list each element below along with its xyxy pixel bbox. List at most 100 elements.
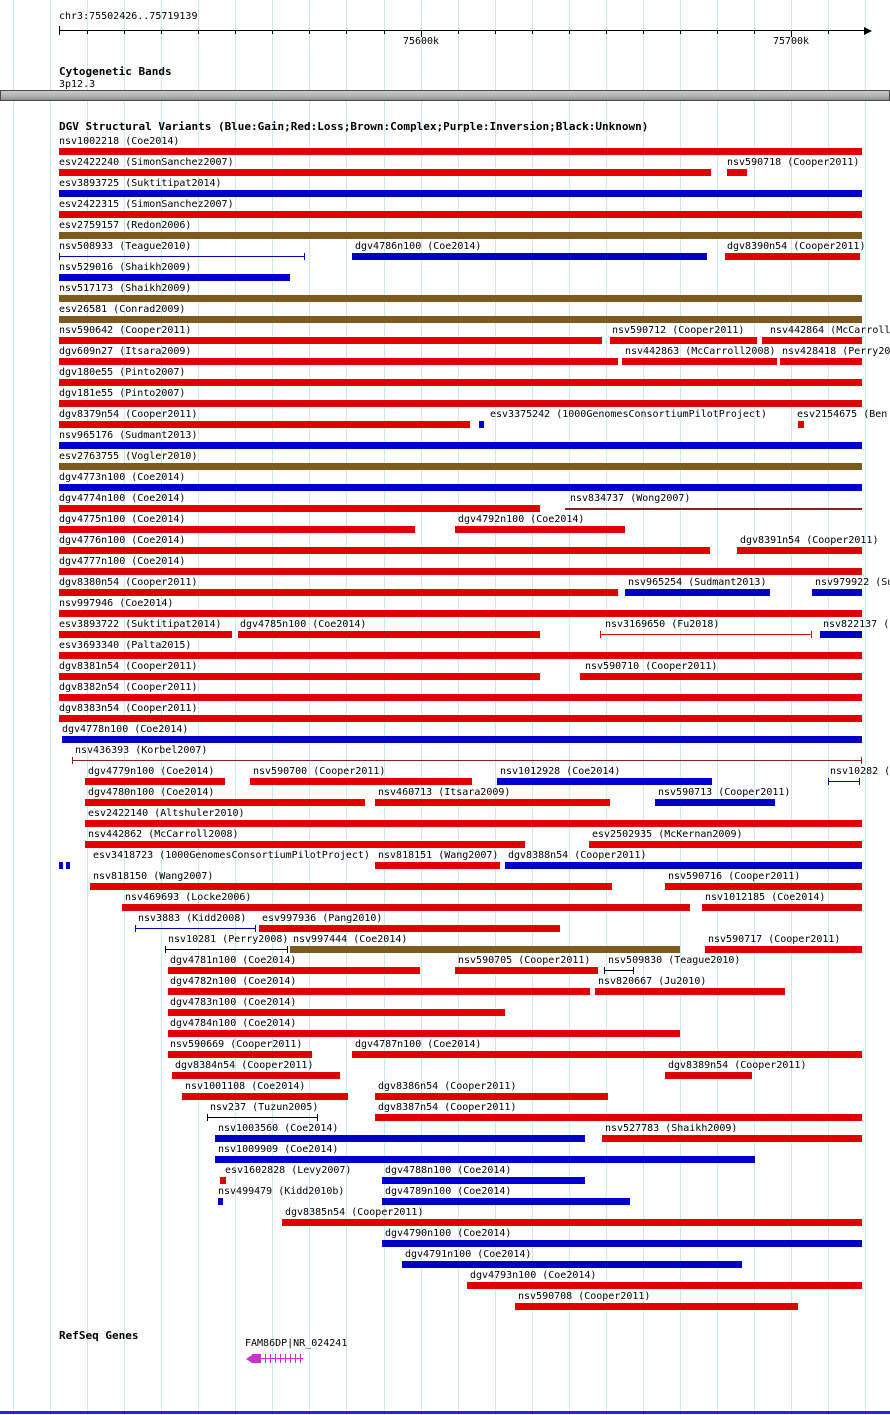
variant-bar[interactable] bbox=[580, 673, 862, 680]
variant-bar[interactable] bbox=[215, 1135, 585, 1142]
variant-bar[interactable] bbox=[59, 526, 415, 533]
variant-bar[interactable] bbox=[59, 547, 710, 554]
variant-bar[interactable] bbox=[168, 988, 590, 995]
variant-bar[interactable] bbox=[59, 505, 540, 512]
variant-bar[interactable] bbox=[702, 904, 862, 911]
variant-bar[interactable] bbox=[762, 337, 862, 344]
variant-bar[interactable] bbox=[220, 1177, 226, 1184]
variant-bar[interactable] bbox=[352, 253, 707, 260]
variant-bar[interactable] bbox=[515, 1303, 798, 1310]
variant-bar[interactable] bbox=[59, 715, 862, 722]
variant-bar[interactable] bbox=[250, 778, 472, 785]
variant-line[interactable] bbox=[565, 508, 862, 510]
variant-bar[interactable] bbox=[402, 1261, 742, 1268]
variant-bar[interactable] bbox=[59, 169, 711, 176]
variant-span[interactable] bbox=[59, 253, 305, 260]
variant-bar[interactable] bbox=[238, 631, 540, 638]
variant-label: dgv4788n100 (Coe2014) bbox=[385, 1165, 512, 1176]
variant-bar[interactable] bbox=[455, 526, 625, 533]
variant-bar[interactable] bbox=[655, 799, 775, 806]
variant-bar[interactable] bbox=[172, 1072, 340, 1079]
variant-bar[interactable] bbox=[780, 358, 862, 365]
variant-bar[interactable] bbox=[59, 673, 540, 680]
variant-bar[interactable] bbox=[59, 484, 862, 491]
variant-bar[interactable] bbox=[168, 1030, 680, 1037]
variant-bar[interactable] bbox=[290, 946, 680, 953]
variant-bar[interactable] bbox=[382, 1240, 862, 1247]
variant-bar[interactable] bbox=[737, 547, 862, 554]
variant-bar[interactable] bbox=[375, 1093, 608, 1100]
ruler-arrowhead-icon bbox=[864, 27, 872, 35]
variant-bar[interactable] bbox=[375, 1114, 862, 1121]
variant-bar[interactable] bbox=[59, 442, 862, 449]
variant-bar[interactable] bbox=[85, 799, 365, 806]
variant-span[interactable] bbox=[600, 631, 812, 638]
variant-bar[interactable] bbox=[622, 358, 777, 365]
variant-bar[interactable] bbox=[595, 988, 785, 995]
variant-bar[interactable] bbox=[59, 652, 862, 659]
variant-bar[interactable] bbox=[282, 1219, 862, 1226]
variant-span[interactable] bbox=[207, 1114, 318, 1121]
variant-bar[interactable] bbox=[59, 589, 618, 596]
variant-bar[interactable] bbox=[59, 190, 862, 197]
variant-bar[interactable] bbox=[375, 799, 610, 806]
variant-span[interactable] bbox=[135, 925, 256, 932]
variant-bar[interactable] bbox=[215, 1156, 755, 1163]
variant-bar[interactable] bbox=[589, 841, 862, 848]
variant-bar[interactable] bbox=[59, 232, 862, 239]
variant-bar[interactable] bbox=[479, 421, 484, 428]
variant-bar[interactable] bbox=[59, 358, 618, 365]
variant-bar[interactable] bbox=[665, 1072, 752, 1079]
variant-bar[interactable] bbox=[497, 778, 712, 785]
variant-span[interactable] bbox=[165, 946, 288, 953]
variant-bar[interactable] bbox=[59, 400, 862, 407]
variant-bar[interactable] bbox=[812, 589, 862, 596]
variant-span[interactable] bbox=[828, 778, 860, 785]
variant-bar[interactable] bbox=[85, 778, 225, 785]
variant-bar[interactable] bbox=[168, 1051, 312, 1058]
variant-bar[interactable] bbox=[59, 463, 862, 470]
variant-bar[interactable] bbox=[168, 967, 420, 974]
variant-span[interactable] bbox=[72, 757, 862, 764]
variant-bar[interactable] bbox=[59, 610, 862, 617]
variant-bar[interactable] bbox=[625, 589, 770, 596]
variant-bar[interactable] bbox=[382, 1177, 585, 1184]
variant-bar[interactable] bbox=[59, 295, 862, 302]
variant-bar[interactable] bbox=[182, 1093, 348, 1100]
variant-bar[interactable] bbox=[352, 1051, 862, 1058]
variant-bar[interactable] bbox=[798, 421, 804, 428]
variant-bar[interactable] bbox=[59, 862, 63, 869]
variant-bar[interactable] bbox=[375, 862, 500, 869]
variant-bar[interactable] bbox=[455, 967, 598, 974]
variant-bar[interactable] bbox=[90, 883, 612, 890]
variant-bar[interactable] bbox=[59, 379, 862, 386]
variant-bar[interactable] bbox=[59, 148, 862, 155]
variant-bar[interactable] bbox=[59, 211, 862, 218]
variant-bar[interactable] bbox=[705, 946, 862, 953]
variant-bar[interactable] bbox=[665, 883, 862, 890]
variant-bar[interactable] bbox=[505, 862, 862, 869]
variant-bar[interactable] bbox=[59, 568, 862, 575]
variant-bar[interactable] bbox=[820, 631, 862, 638]
variant-bar[interactable] bbox=[467, 1282, 862, 1289]
variant-bar[interactable] bbox=[59, 316, 862, 323]
variant-bar[interactable] bbox=[168, 1009, 505, 1016]
variant-bar[interactable] bbox=[59, 274, 290, 281]
variant-bar[interactable] bbox=[602, 1135, 862, 1142]
variant-bar[interactable] bbox=[122, 904, 690, 911]
variant-bar[interactable] bbox=[382, 1198, 630, 1205]
variant-bar[interactable] bbox=[62, 736, 862, 743]
variant-bar[interactable] bbox=[59, 421, 470, 428]
variant-bar[interactable] bbox=[218, 1198, 223, 1205]
variant-bar[interactable] bbox=[610, 337, 757, 344]
variant-bar[interactable] bbox=[59, 694, 862, 701]
variant-bar[interactable] bbox=[85, 841, 525, 848]
variant-bar[interactable] bbox=[85, 820, 862, 827]
variant-bar[interactable] bbox=[59, 337, 602, 344]
variant-span[interactable] bbox=[604, 967, 634, 974]
variant-bar[interactable] bbox=[727, 169, 747, 176]
variant-bar[interactable] bbox=[66, 862, 70, 869]
variant-bar[interactable] bbox=[59, 631, 232, 638]
variant-bar[interactable] bbox=[725, 253, 860, 260]
variant-bar[interactable] bbox=[259, 925, 560, 932]
